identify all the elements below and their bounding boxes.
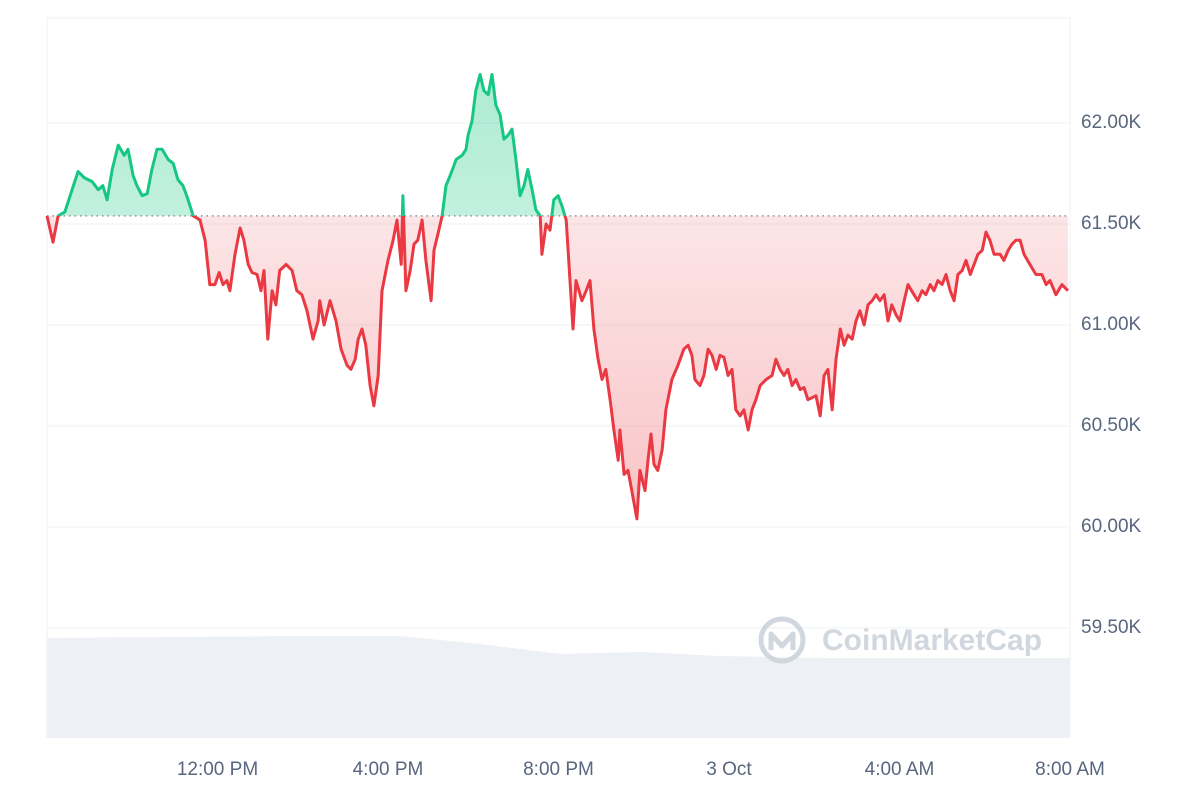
x-tick-label: 12:00 PM xyxy=(177,759,258,780)
watermark: CoinMarketCap xyxy=(758,616,1042,664)
y-tick-label: 59.50K xyxy=(1081,617,1142,638)
x-tick-label: 3 Oct xyxy=(706,759,752,780)
series xyxy=(45,73,1070,521)
price-line-below xyxy=(45,215,1069,521)
watermark-logo xyxy=(758,616,806,664)
watermark-text: CoinMarketCap xyxy=(822,624,1042,657)
y-tick-label: 62.00K xyxy=(1081,112,1142,133)
y-tick-label: 61.50K xyxy=(1081,213,1142,234)
x-tick-label: 8:00 AM xyxy=(1035,759,1105,780)
x-tick-label: 8:00 PM xyxy=(523,759,594,780)
x-tick-label: 4:00 AM xyxy=(865,759,935,780)
watermark-logo xyxy=(768,631,796,650)
y-tick-label: 60.00K xyxy=(1081,516,1142,537)
y-tick-label: 61.00K xyxy=(1081,314,1142,335)
axes: 59.50K 60.00K 60.50K 61.00K 61.50K 62.00K 12:0… xyxy=(177,112,1142,780)
area-below xyxy=(47,215,1068,519)
y-tick-label: 60.50K xyxy=(1081,415,1142,436)
volume-area xyxy=(47,636,1070,738)
x-tick-label: 4:00 PM xyxy=(353,759,424,780)
area-above xyxy=(47,74,1068,216)
